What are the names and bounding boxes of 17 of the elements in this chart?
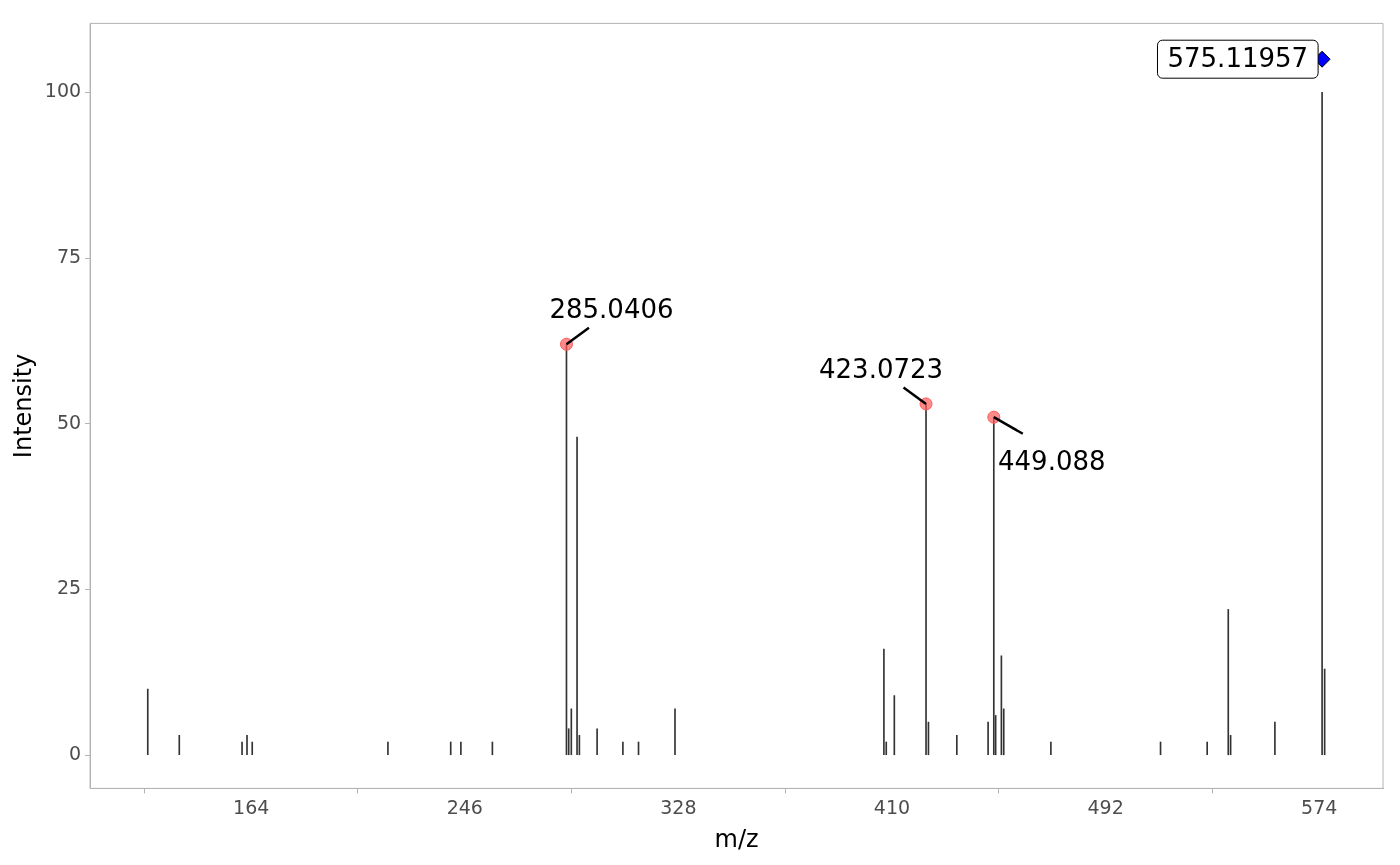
x-tick-label: 164: [233, 795, 270, 818]
y-tick-label: 100: [44, 79, 82, 102]
annotation: 423.0723: [819, 353, 944, 384]
x-tick-label: 328: [660, 795, 697, 818]
annotation: 285.0406: [549, 294, 674, 324]
x-tick-label: 410: [873, 795, 911, 818]
x-tick-label: 574: [1301, 795, 1338, 818]
y-tick-label: 75: [56, 245, 82, 268]
x-tick-label: 492: [1087, 795, 1124, 818]
x-axis-title: m/z: [714, 824, 759, 853]
x-tick-label: 246: [446, 795, 483, 818]
annotation: 449.088: [998, 445, 1106, 476]
y-tick-label: 50: [56, 410, 82, 433]
annotation: 575.11957: [1167, 42, 1309, 73]
y-tick-label: 0: [68, 742, 82, 765]
y-tick-label: 25: [56, 576, 82, 599]
y-axis-title: Intensity: [8, 353, 37, 459]
